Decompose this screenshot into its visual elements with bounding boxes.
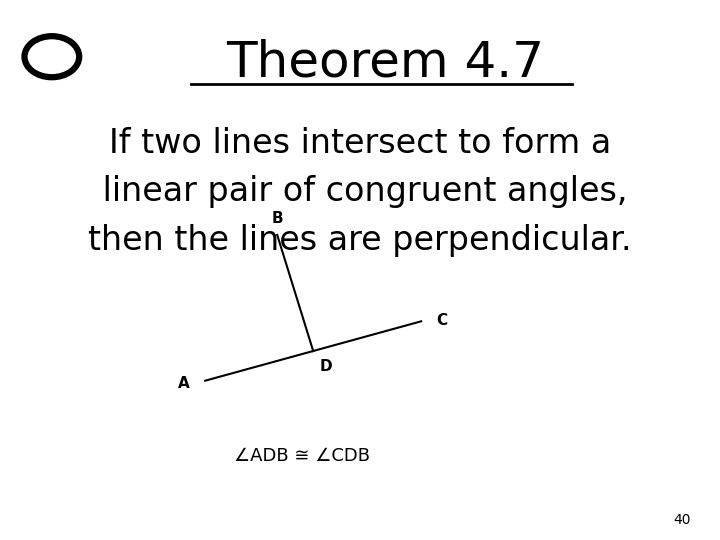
- Text: 40: 40: [674, 512, 691, 526]
- Text: B: B: [271, 211, 283, 226]
- Text: D: D: [320, 359, 333, 374]
- Text: C: C: [436, 313, 447, 328]
- Text: A: A: [178, 376, 189, 391]
- Text: linear pair of congruent angles,: linear pair of congruent angles,: [92, 175, 628, 208]
- Text: Theorem 4.7: Theorem 4.7: [226, 38, 544, 86]
- Text: If two lines intersect to form a: If two lines intersect to form a: [109, 126, 611, 160]
- Text: then the lines are perpendicular.: then the lines are perpendicular.: [88, 224, 632, 257]
- Text: ∠ADB ≅ ∠CDB: ∠ADB ≅ ∠CDB: [235, 447, 370, 465]
